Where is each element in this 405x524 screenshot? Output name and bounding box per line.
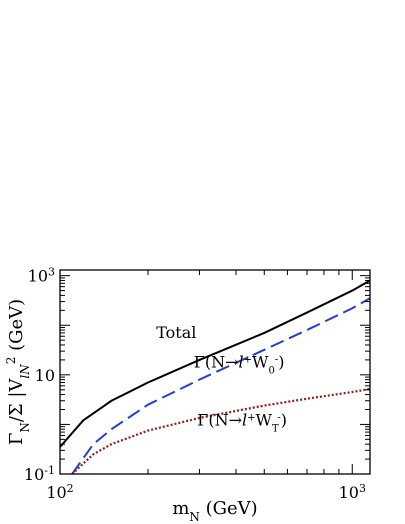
series-line-1 [71,297,370,474]
x-tick-label: 102 [46,482,73,503]
y-tick-label: 10 [35,366,55,385]
y-tick-label: 103 [28,265,55,286]
axes-layer [59,269,371,475]
labels-layer: 102 103 10-1 10 103 mN (GeV) ΓN/Σ |VlN2 (GeV) T… [4,265,366,524]
x-axis-label: mN (GeV) [172,498,257,524]
series-line-0 [60,279,370,448]
series-layer [60,279,370,474]
plot-frame [59,269,371,475]
series-line-2 [71,387,370,474]
annotation-0: Total [156,323,196,342]
y-tick-label: 10-1 [24,464,55,485]
y-axis-label: ΓN/Σ |VlN2 (GeV) [4,299,32,445]
annotation-1: Γ(N→l+W0-) [194,353,285,377]
annotation-2: Γ(N→l+WT-) [197,411,287,435]
x-tick-label: 103 [339,482,366,503]
